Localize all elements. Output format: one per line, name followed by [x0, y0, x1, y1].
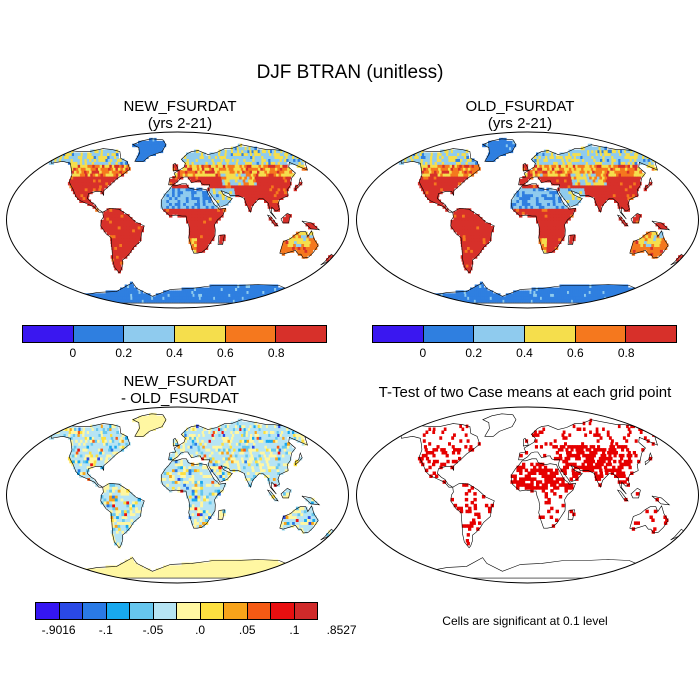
map-new-fsurdat [6, 131, 349, 309]
colorbar-cell [626, 326, 677, 342]
colorbar-new-labels: 0 0.2 0.4 0.6 0.8 [22, 346, 327, 362]
colorbar-cell [247, 603, 271, 619]
colorbar-cell [130, 603, 154, 619]
colorbar-label: .0 [195, 623, 206, 637]
map-border [356, 131, 699, 309]
panel-title-new-line1: NEW_FSURDAT [123, 98, 237, 115]
panel-title-diff-line2: - OLD_FSURDAT [120, 390, 240, 407]
colorbar-cell [525, 326, 576, 342]
colorbar-label: -.9016 [41, 623, 76, 637]
map-cells [408, 418, 669, 546]
panel-title-old-line2: (yrs 2-21) [487, 115, 553, 132]
panel-title-new-line2: (yrs 2-21) [147, 115, 213, 132]
colorbar-label: 0.4 [516, 346, 533, 360]
colorbar-cell [83, 603, 107, 619]
colorbar-cell [36, 603, 60, 619]
colorbar-label: 0.2 [465, 346, 482, 360]
colorbar-label: 0.4 [166, 346, 183, 360]
colorbar-old [372, 325, 677, 343]
colorbar-cell [59, 603, 83, 619]
coastlines [400, 413, 686, 579]
panel-title-old: OLD_FSURDAT (yrs 2-21) [380, 98, 660, 132]
colorbar-old-labels: 0 0.2 0.4 0.6 0.8 [372, 346, 677, 362]
colorbar-cell [423, 326, 475, 342]
map-border [356, 406, 699, 584]
colorbar-cell [175, 326, 226, 342]
coastlines [50, 138, 336, 304]
map-border [6, 406, 349, 584]
colorbar-label: .8527 [326, 623, 357, 637]
colorbar-diff [35, 602, 318, 620]
colorbar-cell [294, 603, 317, 619]
colorbar-label: 0 [69, 346, 77, 360]
colorbar-cell [23, 326, 74, 342]
significance-note: Cells are significant at 0.1 level [442, 614, 608, 628]
colorbar-label: .05 [238, 623, 256, 637]
map-cells [398, 137, 684, 303]
panel-title-diff: NEW_FSURDAT - OLD_FSURDAT [40, 373, 320, 407]
colorbar-cell [200, 603, 224, 619]
colorbar-label: 0.6 [566, 346, 584, 360]
colorbar-cell [153, 603, 177, 619]
colorbar-label: -.1 [98, 623, 113, 637]
map-old-fsurdat [356, 131, 699, 309]
map-border [6, 131, 349, 309]
colorbar-diff-labels: -.9016 -.1 -.05 .0 .05 .1 .8527 [35, 623, 357, 639]
colorbar-cell [106, 603, 130, 619]
colorbar-label: 0.2 [115, 346, 132, 360]
panel-title-ttest: T-Test of two Case means at each grid po… [378, 384, 672, 401]
colorbar-cell [373, 326, 424, 342]
colorbar-cell [225, 326, 277, 342]
colorbar-cell [73, 326, 125, 342]
map-difference [6, 406, 349, 584]
colorbar-label: 0.8 [617, 346, 635, 360]
colorbar-cell [271, 603, 295, 619]
colorbar-cell [124, 326, 176, 342]
colorbar-label: 0.8 [267, 346, 285, 360]
panel-title-new: NEW_FSURDAT (yrs 2-21) [40, 98, 320, 132]
colorbar-new [22, 325, 327, 343]
panel-title-old-line1: OLD_FSURDAT [465, 98, 575, 115]
colorbar-cell [474, 326, 526, 342]
colorbar-label: 0 [419, 346, 427, 360]
colorbar-label: .1 [289, 623, 300, 637]
map-cells [48, 137, 334, 303]
figure-title: DJF BTRAN (unitless) [256, 62, 444, 83]
colorbar-label: 0.6 [216, 346, 234, 360]
colorbar-cell [224, 603, 248, 619]
map-ttest [356, 406, 699, 584]
colorbar-cell [177, 603, 201, 619]
map-cells [48, 412, 334, 578]
colorbar-label: -.05 [142, 623, 164, 637]
panel-title-diff-line1: NEW_FSURDAT [123, 373, 237, 390]
colorbar-cell [575, 326, 627, 342]
colorbar-cell [276, 326, 327, 342]
